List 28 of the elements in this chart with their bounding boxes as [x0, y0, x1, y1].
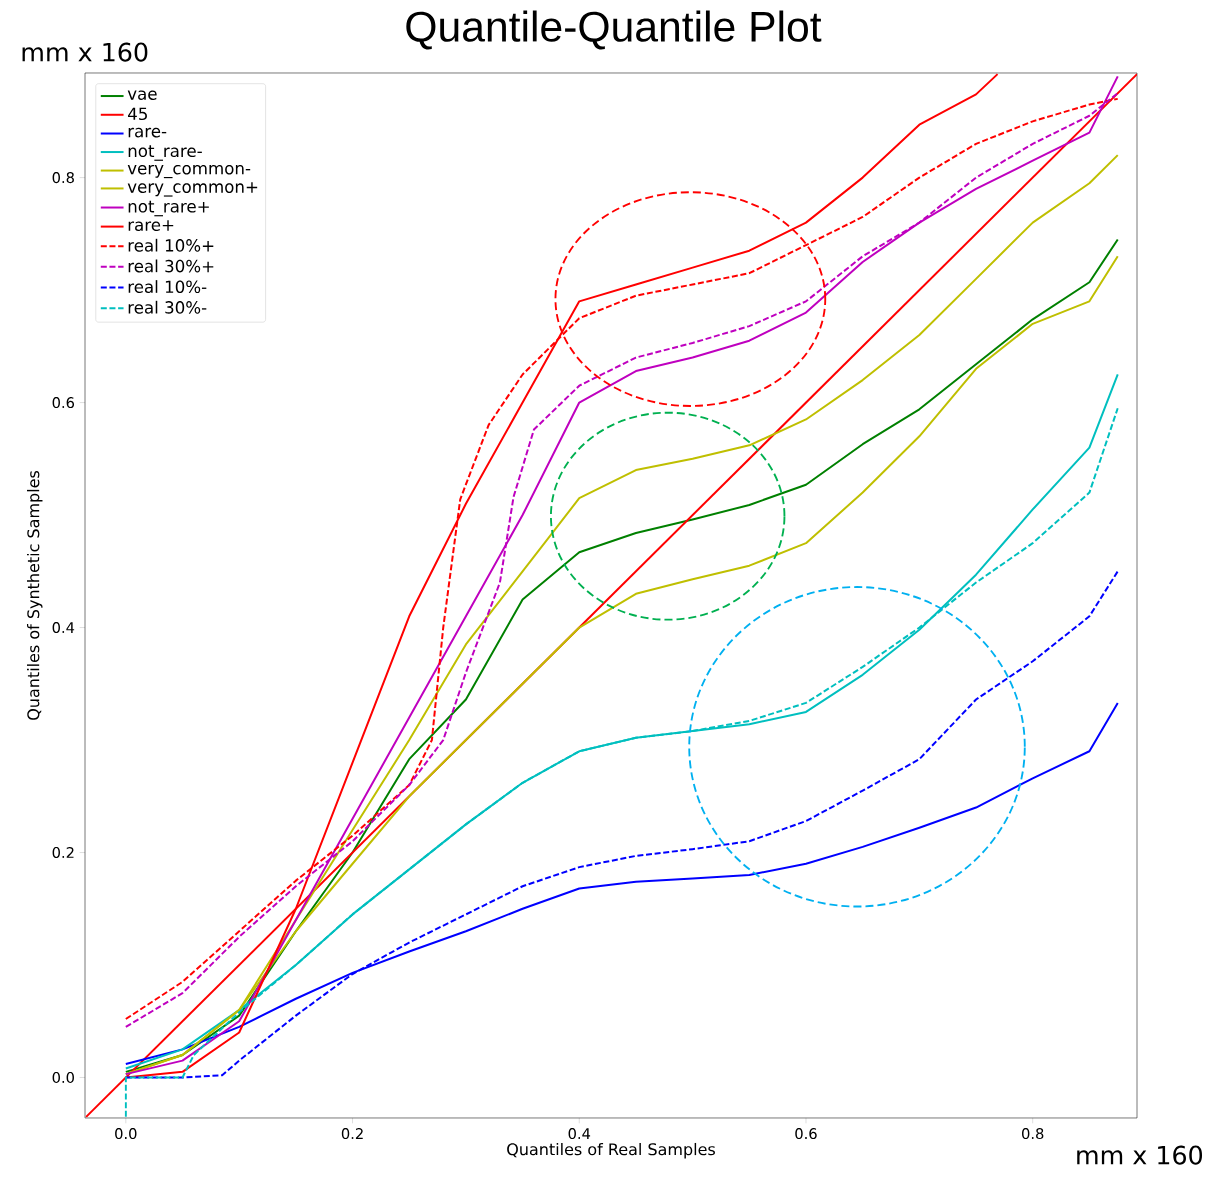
legend-label: real 10%- — [128, 280, 207, 294]
y-tick-label: 0.8 — [52, 172, 74, 184]
x-tick-label: 0.6 — [795, 1128, 817, 1140]
y-tick-label: 0.2 — [52, 846, 74, 859]
y-axis-title: Quantiles of Synthetic Samples — [27, 470, 43, 720]
legend-label: not_rare+ — [128, 200, 209, 217]
legend-label: real 10%+ — [128, 238, 214, 252]
chart-title: Quantile-Quantile Plot — [406, 10, 822, 50]
legend-label: real 30%- — [128, 300, 207, 314]
x-tick-label: 0.2 — [341, 1128, 363, 1140]
legend-label: very_common- — [127, 164, 251, 179]
text: mm x 160 — [1077, 1145, 1203, 1165]
x-tick-label: 0.0 — [115, 1128, 137, 1140]
legend-label: 45 — [128, 107, 147, 121]
y-tick-label: 0.6 — [52, 397, 75, 409]
legend-label: very_common+ — [127, 182, 258, 197]
y-tick-label: 0.4 — [52, 622, 75, 634]
legend-label: not_rare- — [128, 145, 202, 161]
legend-label: real 30%+ — [128, 259, 214, 273]
text: mm x 160 — [22, 42, 148, 62]
x-tick-label: 0.4 — [568, 1128, 591, 1140]
legend-label: vae — [127, 90, 157, 100]
x-axis-title: Quantiles of Real Samples — [507, 1142, 715, 1159]
legend-label: rare+ — [128, 220, 174, 232]
line-series — [124, 570, 1119, 1079]
x-tick-label: 0.8 — [1022, 1128, 1044, 1140]
legend-label: rare- — [128, 127, 167, 138]
y-tick-label: 0.0 — [52, 1071, 74, 1084]
